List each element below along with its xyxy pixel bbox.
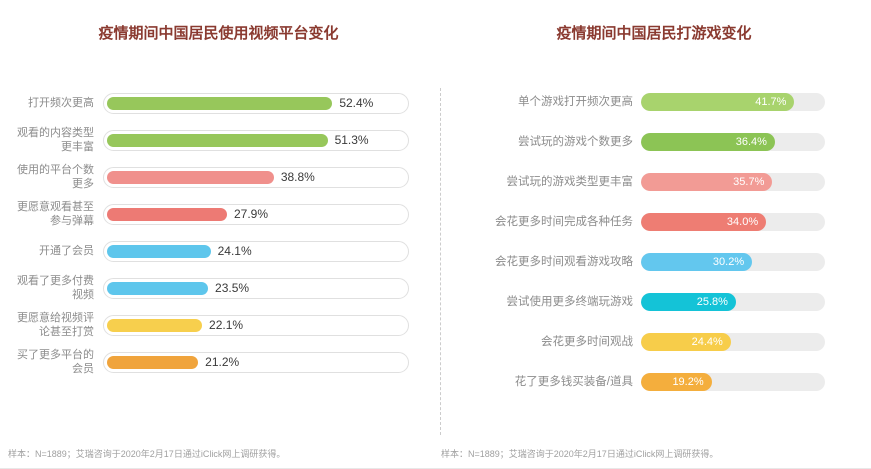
bar-value: 27.9% <box>233 207 268 221</box>
bar-row: 打开频次更高 52.4% <box>10 89 409 117</box>
bar-value: 21.2% <box>205 355 240 369</box>
bar-track: 22.1% <box>103 314 409 336</box>
source-note-video: 样本：N=1889；艾瑞咨询于2020年2月17日通过iClick网上调研获得。 <box>8 449 286 459</box>
bar-track: 36.4% <box>641 133 825 151</box>
bar-row: 买了更多平台的会员 21.2% <box>10 348 409 376</box>
bar-track: 27.9% <box>103 203 409 225</box>
bar-value: 19.2% <box>672 376 704 388</box>
bar-row: 尝试玩的游戏个数更多 36.4% <box>437 133 825 151</box>
bar <box>107 244 211 258</box>
bar-value: 25.8% <box>696 296 728 308</box>
bar-track: 30.2% <box>641 253 825 271</box>
bar-label: 打开频次更高 <box>28 97 94 109</box>
bar-chart-gaming: 单个游戏打开频次更高 41.7% 尝试玩的游戏个数更多 36.4% 尝试玩的游戏… <box>437 93 825 391</box>
bar-track: 34.0% <box>641 213 825 231</box>
gaming-chart-panel: 疫情期间中国居民打游戏变化 单个游戏打开频次更高 41.7% 尝试玩的游戏个数更… <box>437 0 871 468</box>
bar-row: 更愿意观看甚至参与弹幕 27.9% <box>10 200 409 228</box>
bar-label: 观看了更多付费视频 <box>17 275 94 301</box>
bar: 24.4% <box>641 333 731 351</box>
bar-label: 单个游戏打开频次更高 <box>518 96 633 108</box>
bar: 30.2% <box>641 253 753 271</box>
bar-value: 23.5% <box>215 281 250 295</box>
bar-track: 41.7% <box>641 93 825 111</box>
bar-track: 38.8% <box>103 166 409 188</box>
bar <box>107 355 199 369</box>
bar: 19.2% <box>641 373 712 391</box>
bar-value: 52.4% <box>339 96 374 110</box>
bar-row: 更愿意给视频评论甚至打赏 22.1% <box>10 311 409 339</box>
bar-track: 23.5% <box>103 277 409 299</box>
bar: 25.8% <box>641 293 736 311</box>
bar-track: 24.4% <box>641 333 825 351</box>
bar-chart-video: 打开频次更高 52.4% 观看的内容类型更丰富 51.3% 使用的平台个数更多 … <box>10 89 409 376</box>
bar-label: 开通了会员 <box>39 245 94 257</box>
bar-row: 使用的平台个数更多 38.8% <box>10 163 409 191</box>
bar-value: 36.4% <box>735 136 767 148</box>
bar-value: 51.3% <box>334 133 369 147</box>
chart-title-video: 疫情期间中国居民使用视频平台变化 <box>98 25 339 42</box>
bar-label: 会花更多时间观看游戏攻略 <box>495 256 633 268</box>
bar-row: 观看了更多付费视频 23.5% <box>10 274 409 302</box>
bar: 35.7% <box>641 173 773 191</box>
bar-value: 41.7% <box>755 96 787 108</box>
bar-row: 会花更多时间观看游戏攻略 30.2% <box>437 253 825 271</box>
bar-label: 尝试玩的游戏类型更丰富 <box>506 176 634 188</box>
bar-track: 52.4% <box>103 92 409 114</box>
bar: 36.4% <box>641 133 775 151</box>
bar-label: 尝试玩的游戏个数更多 <box>518 136 633 148</box>
bar <box>107 170 274 184</box>
bar-label: 尝试使用更多终端玩游戏 <box>506 296 634 308</box>
bar-label: 使用的平台个数更多 <box>17 164 94 190</box>
bar-row: 开通了会员 24.1% <box>10 237 409 265</box>
bar: 34.0% <box>641 213 767 231</box>
bar-row: 尝试使用更多终端玩游戏 25.8% <box>437 293 825 311</box>
bar-value: 34.0% <box>726 216 759 228</box>
bar: 41.7% <box>641 93 795 111</box>
bar-value: 24.1% <box>217 244 252 258</box>
bar-value: 30.2% <box>712 256 745 268</box>
bar-value: 35.7% <box>733 176 765 188</box>
bar <box>107 318 203 332</box>
bar-value: 22.1% <box>209 318 244 332</box>
bar-row: 花了更多钱买装备/道具 19.2% <box>437 373 825 391</box>
bar-row: 会花更多时间观战 24.4% <box>437 333 825 351</box>
bar-label: 会花更多时间完成各种任务 <box>495 216 633 228</box>
bar <box>107 133 328 147</box>
bar-track: 21.2% <box>103 351 409 373</box>
bar-value: 24.4% <box>691 336 723 348</box>
bar-track: 35.7% <box>641 173 825 191</box>
bar-track: 25.8% <box>641 293 825 311</box>
bar-row: 尝试玩的游戏类型更丰富 35.7% <box>437 173 825 191</box>
bar-row: 观看的内容类型更丰富 51.3% <box>10 126 409 154</box>
bar-label: 观看的内容类型更丰富 <box>17 127 94 153</box>
panel-divider <box>440 88 441 435</box>
bar-value: 38.8% <box>280 170 315 184</box>
video-platform-chart-panel: 疫情期间中国居民使用视频平台变化 打开频次更高 52.4% 观看的内容类型更丰富… <box>8 25 409 459</box>
bar-label: 更愿意给视频评论甚至打赏 <box>17 312 94 338</box>
source-note-gaming: 样本：N=1889；艾瑞咨询于2020年2月17日通过iClick网上调研获得。 <box>441 449 719 459</box>
bar-row: 单个游戏打开频次更高 41.7% <box>437 93 825 111</box>
bar-row: 会花更多时间完成各种任务 34.0% <box>437 213 825 231</box>
bar <box>107 207 227 221</box>
bar-label: 更愿意观看甚至参与弹幕 <box>17 201 94 227</box>
bar-label: 买了更多平台的会员 <box>17 349 94 375</box>
bar <box>107 281 209 295</box>
bar-track: 19.2% <box>641 373 825 391</box>
bar-label: 花了更多钱买装备/道具 <box>514 376 633 388</box>
chart-title-gaming: 疫情期间中国居民打游戏变化 <box>556 25 752 42</box>
bar-label: 会花更多时间观战 <box>541 336 633 348</box>
bar <box>107 96 333 110</box>
bar-track: 51.3% <box>103 129 409 151</box>
bar-track: 24.1% <box>103 240 409 262</box>
